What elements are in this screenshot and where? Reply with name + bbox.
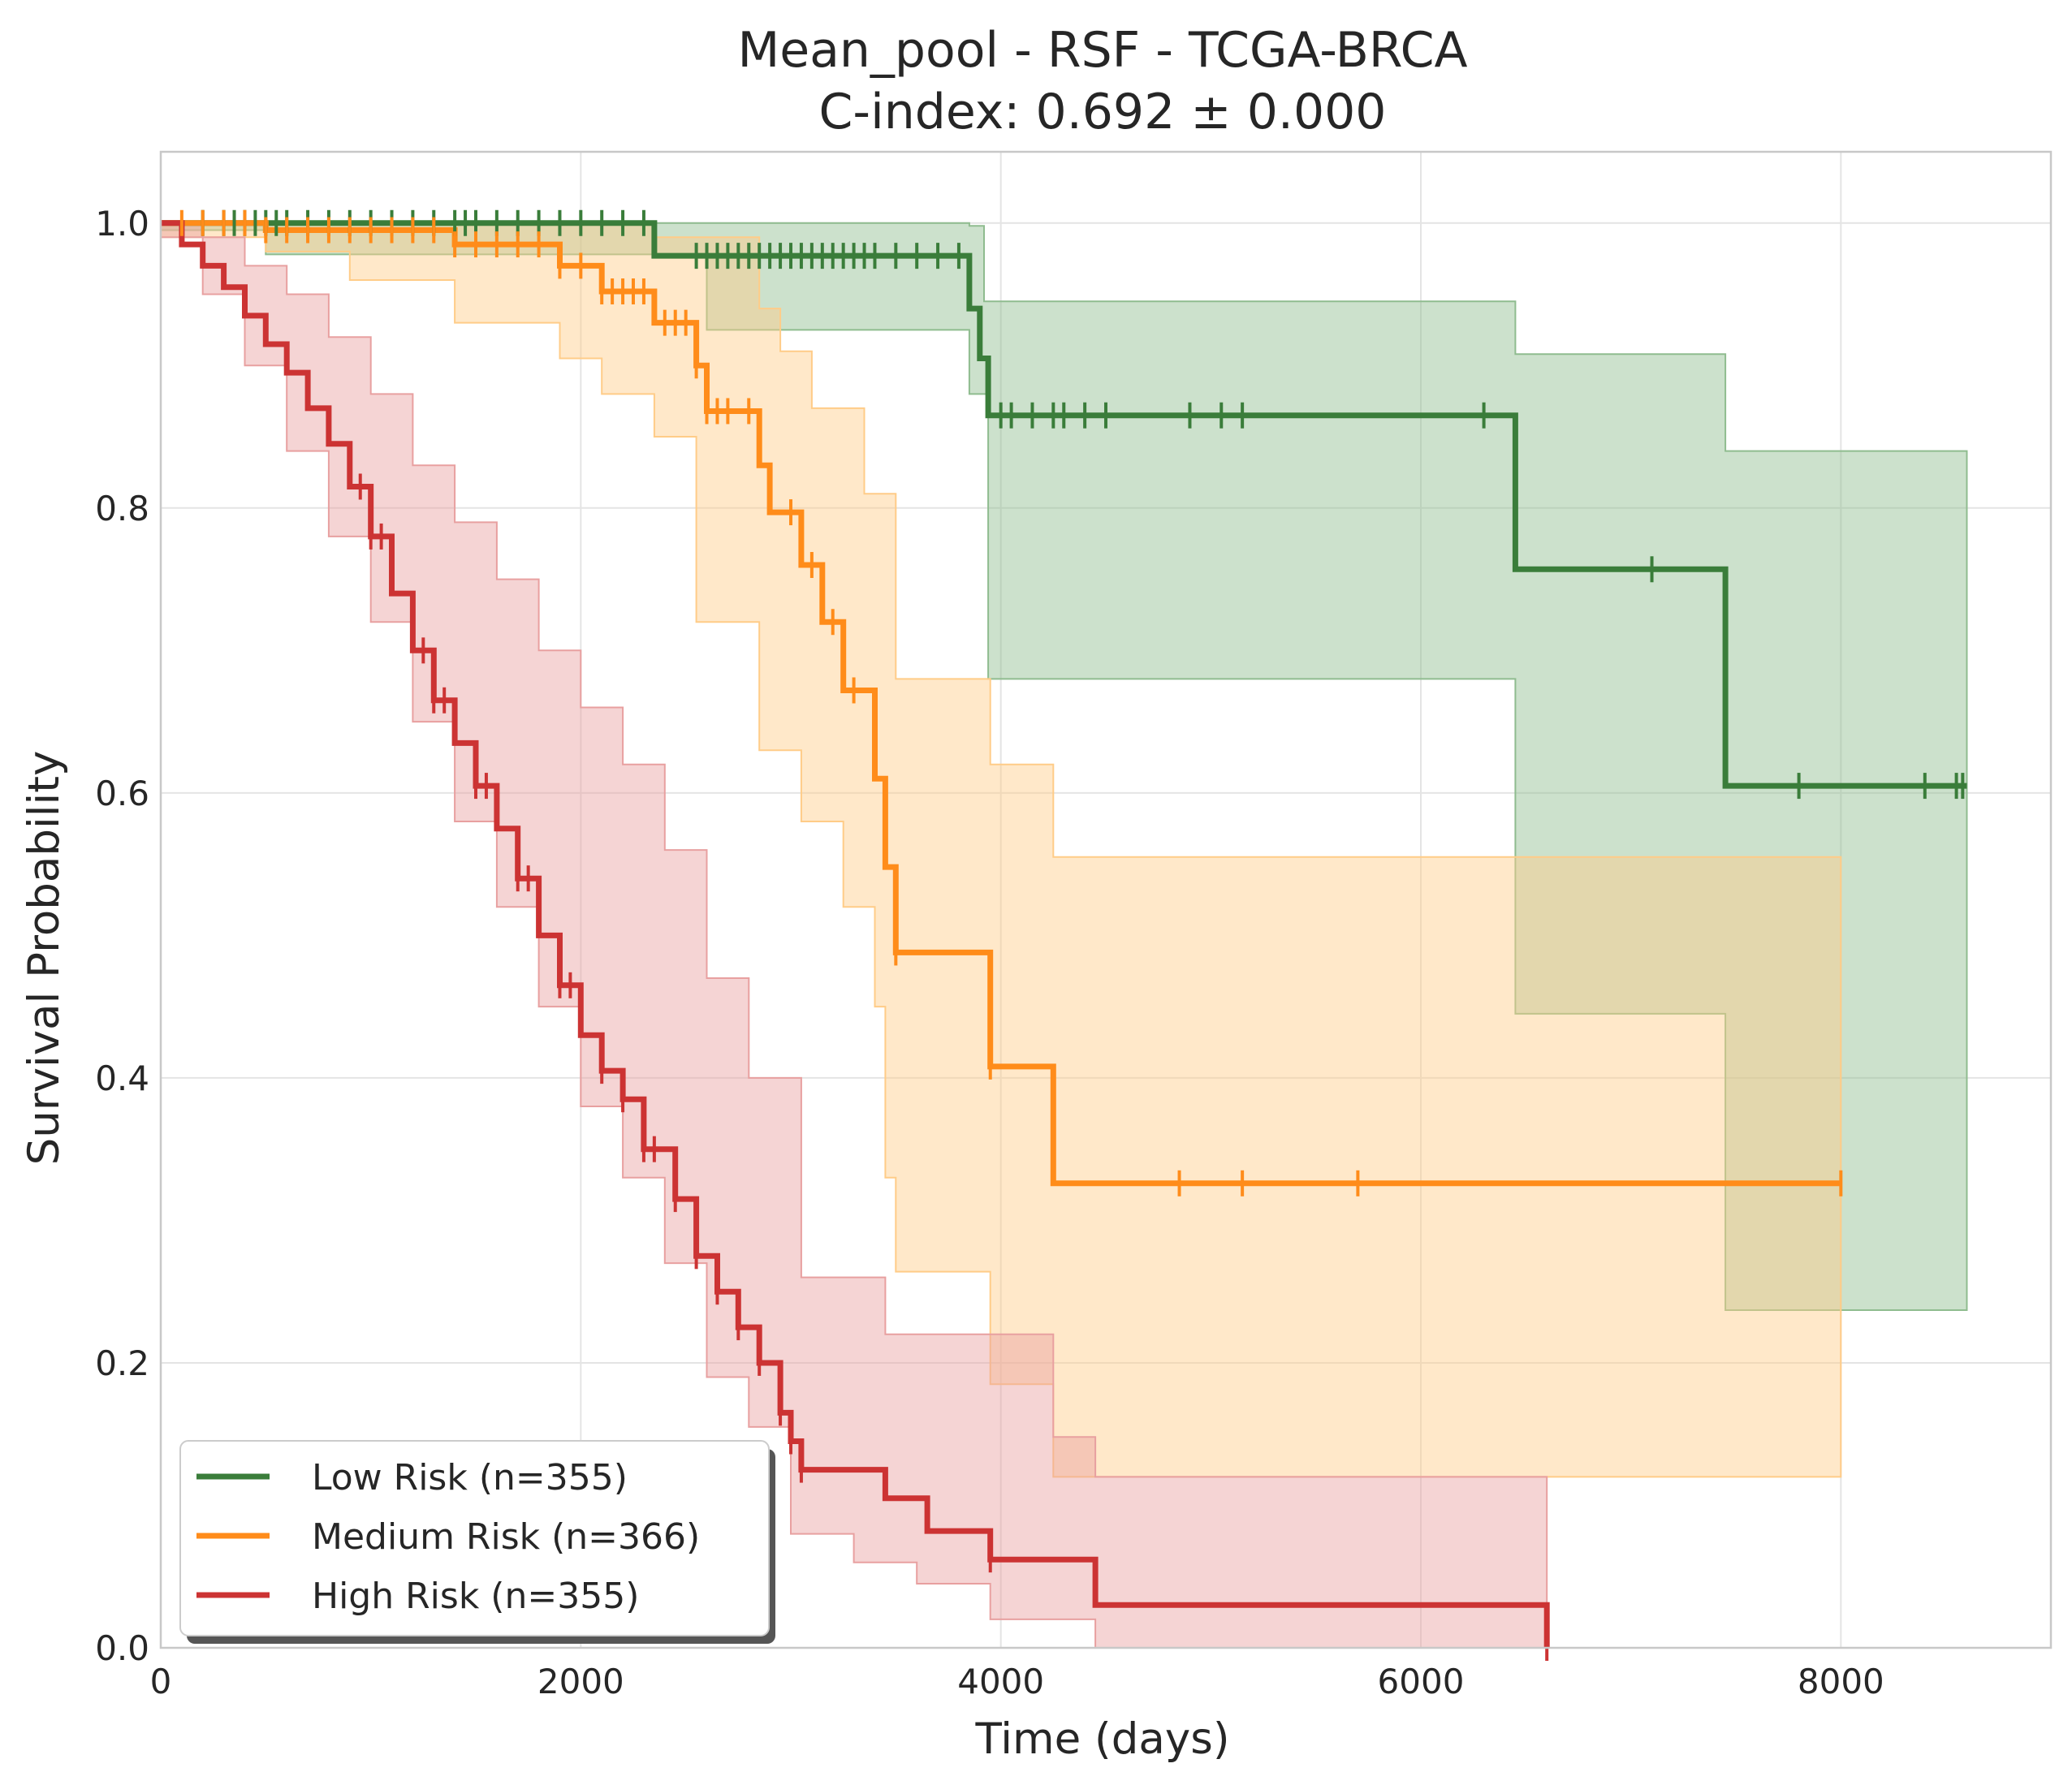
legend-label-1: Medium Risk (n=366): [312, 1516, 700, 1558]
censor-marks: [179, 209, 1965, 1661]
x-tick-label: 2000: [537, 1662, 624, 1701]
chart-subtitle: C-index: 0.692 ± 0.000: [819, 84, 1387, 140]
tick-labels: 0 2000 4000 6000 8000 0.0 0.2 0.4 0.6 0.8 1.0: [95, 204, 1884, 1701]
x-tick-label: 4000: [957, 1662, 1044, 1701]
legend-label-0: Low Risk (n=355): [312, 1457, 628, 1498]
y-tick-label: 0.6: [95, 774, 149, 813]
legend-label-2: High Risk (n=355): [312, 1576, 639, 1617]
chart-title: Mean_pool - RSF - TCGA-BRCA: [737, 22, 1467, 79]
x-tick-label: 0: [150, 1662, 172, 1701]
y-tick-label: 1.0: [95, 204, 149, 244]
y-tick-label: 0.4: [95, 1058, 149, 1098]
plot-frame: [159, 150, 2053, 1649]
y-tick-label: 0.8: [95, 489, 149, 528]
y-tick-label: 0.0: [95, 1628, 149, 1668]
x-tick-label: 8000: [1798, 1662, 1884, 1701]
y-tick-label: 0.2: [95, 1343, 149, 1383]
y-axis-label: Survival Probability: [19, 751, 69, 1166]
x-axis-label: Time (days): [974, 1714, 1229, 1764]
legend: Low Risk (n=355) Medium Risk (n=366) High …: [179, 1440, 775, 1644]
confidence-band-1: [160, 222, 1842, 1478]
legend-box: [179, 1440, 770, 1636]
x-tick-label: 6000: [1378, 1662, 1465, 1701]
